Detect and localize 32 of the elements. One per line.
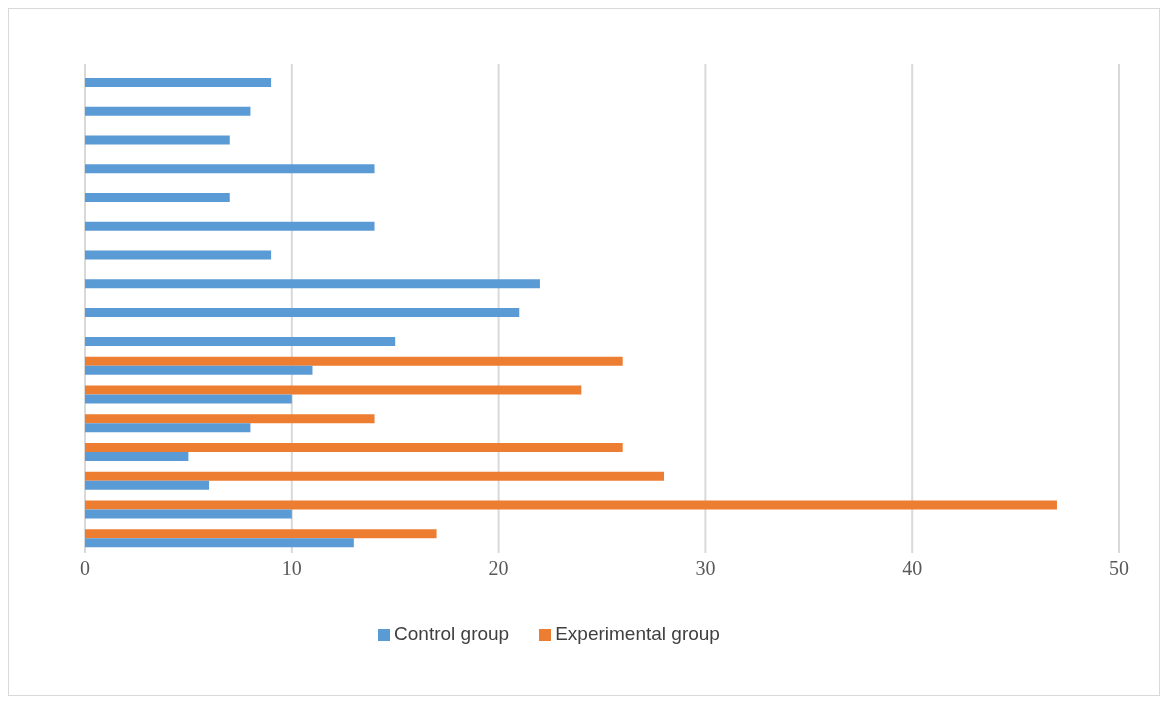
x-tick-label: 10 bbox=[281, 557, 302, 580]
bar bbox=[85, 279, 540, 289]
bar bbox=[85, 164, 375, 174]
bar bbox=[85, 509, 292, 519]
x-tick-label: 20 bbox=[488, 557, 509, 580]
bar bbox=[85, 394, 292, 404]
bar bbox=[85, 308, 520, 318]
bar bbox=[85, 78, 272, 87]
bar bbox=[85, 480, 210, 490]
legend-label: Experimental group bbox=[555, 623, 720, 644]
legend-label: Control group bbox=[394, 623, 510, 644]
x-tick-label: 0 bbox=[80, 557, 90, 580]
bar bbox=[85, 221, 375, 231]
bar bbox=[85, 336, 396, 346]
bar bbox=[85, 365, 313, 375]
bar bbox=[85, 451, 189, 461]
bar bbox=[85, 529, 437, 539]
bar bbox=[85, 356, 623, 366]
bar bbox=[85, 385, 582, 395]
bar bbox=[85, 471, 665, 481]
bar bbox=[85, 106, 251, 116]
x-tick-label: 30 bbox=[695, 557, 716, 580]
bar bbox=[85, 414, 375, 424]
bar bbox=[85, 423, 251, 433]
bar bbox=[85, 538, 354, 548]
x-tick-label: 40 bbox=[902, 557, 923, 580]
bar bbox=[85, 442, 623, 452]
bar bbox=[85, 193, 230, 203]
x-tick-label: 50 bbox=[1109, 557, 1129, 580]
bar bbox=[85, 135, 230, 145]
bar bbox=[85, 500, 1057, 510]
bar bbox=[85, 250, 272, 260]
